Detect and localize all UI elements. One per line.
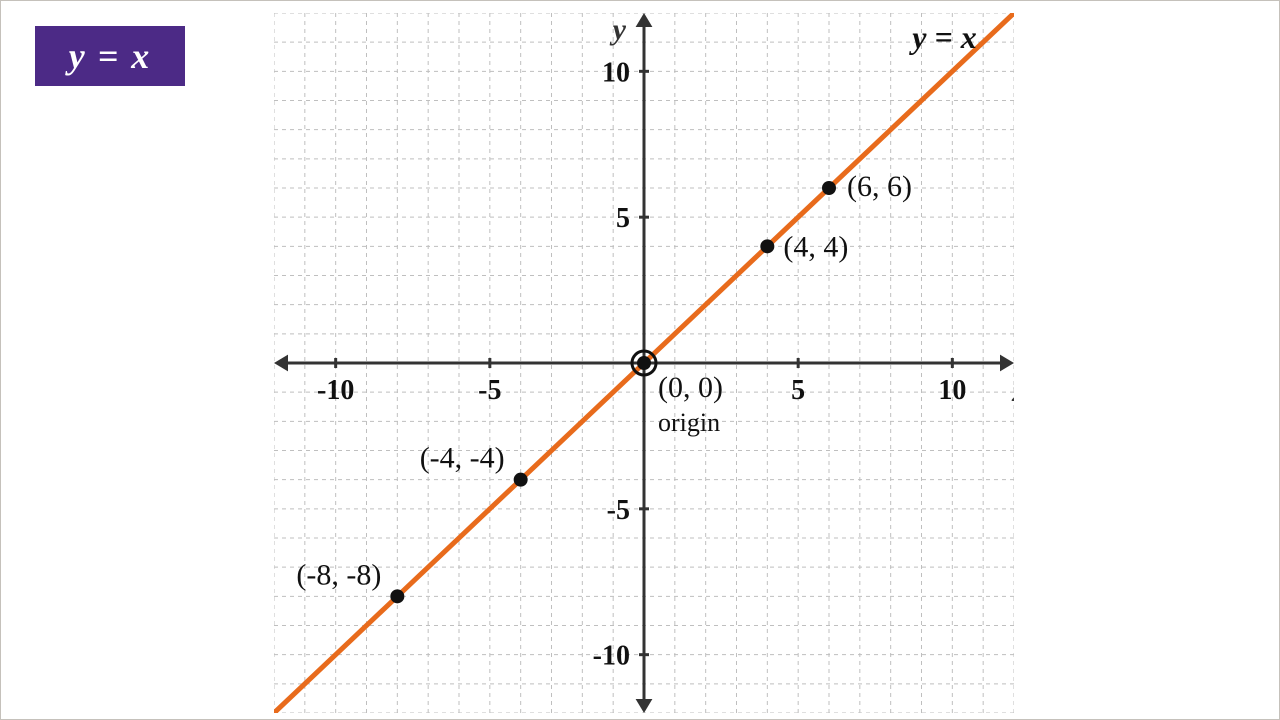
plot-point — [390, 589, 404, 603]
y-tick-label: 5 — [616, 203, 630, 234]
x-axis-label: x — [1011, 375, 1014, 408]
point-label: (-8, -8) — [296, 558, 381, 591]
y-axis-label: y — [610, 13, 627, 46]
point-label: (-4, -4) — [420, 442, 505, 475]
point-label: (0, 0) — [658, 371, 723, 404]
point-label: (6, 6) — [847, 170, 912, 203]
plot-point — [760, 239, 774, 253]
point-label: (4, 4) — [783, 230, 848, 263]
y-tick-label: 10 — [602, 57, 630, 88]
chart-area: y x -10 -10 -5 -5 5 5 10 10 y = x (6, 6) (4, 4) (0, 0… — [274, 13, 1014, 713]
equation-badge: y = x — [35, 26, 185, 86]
y-tick-label: -10 — [593, 641, 630, 672]
plot-point — [514, 473, 528, 487]
plot-point — [822, 181, 836, 195]
x-tick-label: -10 — [317, 375, 354, 406]
x-tick-label: 10 — [938, 375, 966, 406]
x-tick-label: -5 — [478, 375, 501, 406]
frame: y = x y x -10 -10 -5 -5 5 5 10 10 y = x (6, 6) (4, 4… — [0, 0, 1280, 720]
origin-sublabel: origin — [658, 408, 720, 437]
plot-point — [637, 356, 651, 370]
equation-badge-text: y = x — [69, 35, 152, 77]
y-tick-label: -5 — [607, 495, 630, 526]
x-tick-label: 5 — [791, 375, 805, 406]
line-label: y = x — [908, 19, 976, 55]
